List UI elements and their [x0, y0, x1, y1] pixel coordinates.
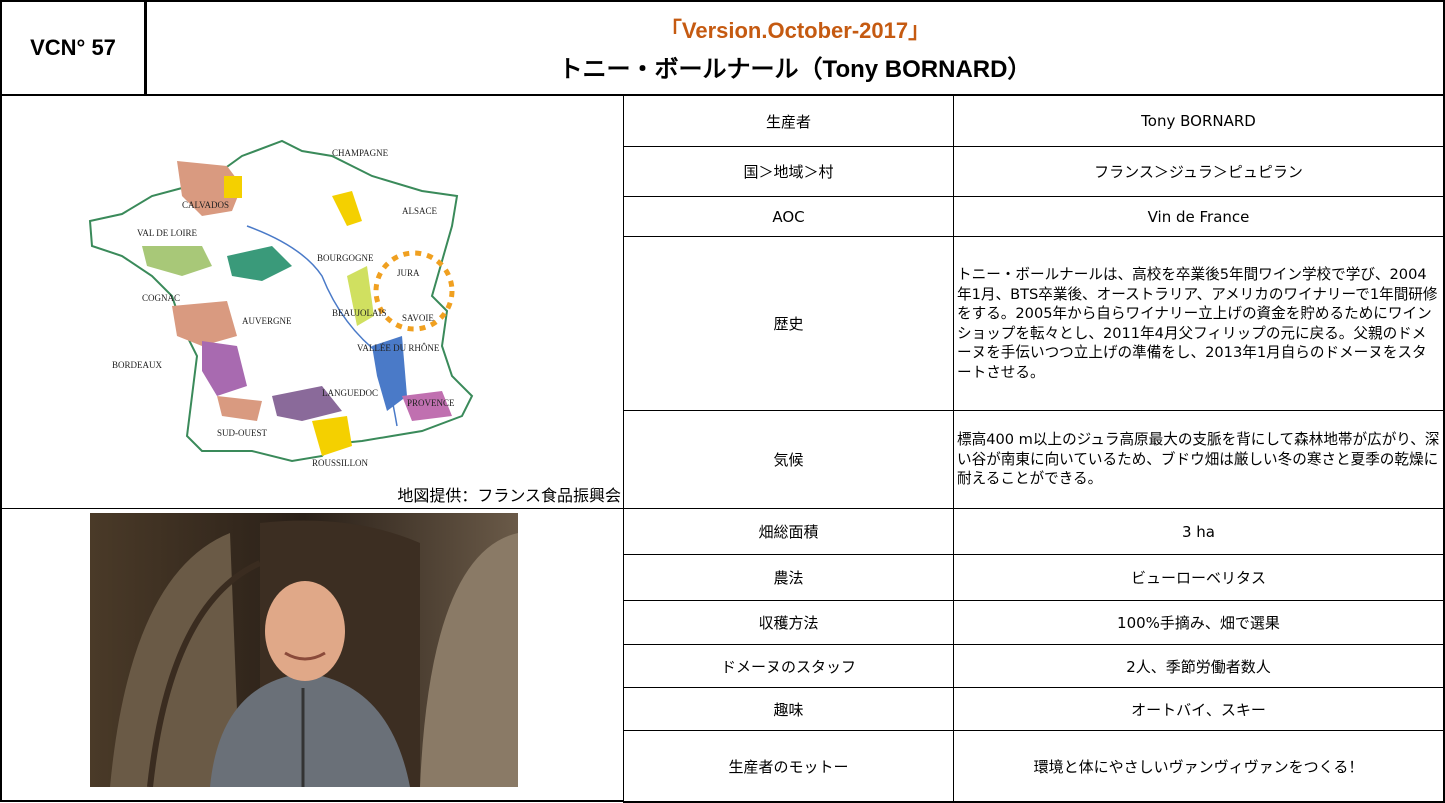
- map-label: AUVERGNE: [242, 316, 292, 326]
- value-cell: 標高400 m以上のジュラ高原最大の支脈を背にして森林地帯が広がり、深い谷が南東…: [953, 410, 1445, 509]
- map-label: CHAMPAGNE: [332, 148, 389, 158]
- region: [347, 266, 374, 326]
- map-cell: CHAMPAGNE CALVADOS ALSACE VAL DE LOIRE BOURG…: [0, 95, 624, 509]
- region: [332, 191, 362, 226]
- barrel-stave: [147, 560, 262, 787]
- map-label: SUD-OUEST: [217, 428, 268, 438]
- photo: [90, 513, 518, 787]
- label-cell: 農法: [623, 554, 954, 601]
- code: VCN° 57: [30, 35, 116, 60]
- label-cell: AOC: [623, 196, 954, 237]
- barrel: [420, 533, 518, 787]
- map-label: COGNAC: [142, 293, 180, 303]
- label: 歴史: [773, 315, 804, 333]
- label: 国＞地域＞村: [743, 163, 834, 181]
- region: [312, 416, 352, 456]
- value-cell: トニー・ボールナールは、高校を卒業後5年間ワイン学校で学び、2004年1月、BT…: [953, 236, 1445, 411]
- barrel: [110, 533, 240, 787]
- map-labels: CHAMPAGNE CALVADOS ALSACE VAL DE LOIRE BOURG…: [112, 148, 455, 468]
- map-label: ALSACE: [402, 206, 438, 216]
- region: [202, 341, 247, 396]
- label: 気候: [773, 451, 804, 469]
- label: 生産者のモットー: [728, 757, 849, 776]
- label-cell: 畑総面積: [623, 508, 954, 555]
- highlight-circle: [373, 250, 455, 332]
- value-cell: ビューローベリタス: [953, 554, 1445, 601]
- map-label: BEAUJOLAIS: [332, 308, 387, 318]
- label-cell: 趣味: [623, 687, 954, 731]
- label: 農法: [773, 569, 804, 587]
- code-cell: VCN° 57: [0, 0, 146, 96]
- france-outline: [88, 139, 474, 463]
- value: 2人、季節労働者数人: [1126, 657, 1271, 676]
- map-label: BOURGOGNE: [317, 253, 374, 263]
- map-label: PROVENCE: [407, 398, 455, 408]
- region: [402, 391, 452, 421]
- label-cell: 生産者: [623, 95, 954, 147]
- value: Vin de France: [1147, 207, 1250, 226]
- photo-cell: [0, 508, 624, 802]
- value-cell: フランス＞ジュラ＞ピュピラン: [953, 146, 1445, 197]
- label-cell: 気候: [623, 410, 954, 509]
- label-cell: ドメーヌのスタッフ: [623, 644, 954, 688]
- region: [227, 246, 292, 281]
- value-cell: 環境と体にやさしいヴァンヴィヴァンをつくる！: [953, 730, 1445, 803]
- value-cell: 3 ha: [953, 508, 1445, 555]
- map-label: CALVADOS: [182, 200, 229, 210]
- region: [177, 161, 242, 216]
- jacket: [210, 673, 410, 787]
- value-cell: Vin de France: [953, 196, 1445, 237]
- face: [265, 581, 345, 681]
- region: [172, 301, 237, 346]
- value-cell: 100%手摘み、畑で選果: [953, 600, 1445, 645]
- title-cell: 「Version.October-2017」 トニー・ボールナール（Tony B…: [145, 0, 1445, 96]
- value-cell: オートバイ、スキー: [953, 687, 1445, 731]
- value: ビューローベリタス: [1130, 569, 1266, 587]
- map-label: JURA: [397, 268, 420, 278]
- value-cell: 2人、季節労働者数人: [953, 644, 1445, 688]
- version: 「Version.October-2017」: [659, 17, 931, 43]
- region: [142, 246, 212, 276]
- map: CHAMPAGNE CALVADOS ALSACE VAL DE LOIRE BOURG…: [88, 139, 474, 468]
- label: 畑総面積: [758, 523, 819, 541]
- value: 100%手摘み、畑で選果: [1117, 614, 1280, 632]
- label: 趣味: [773, 700, 804, 719]
- map-label: SAVOIE: [402, 313, 434, 323]
- value-cell: Tony BORNARD: [953, 95, 1445, 147]
- map-label: BORDEAUX: [112, 360, 163, 370]
- label: 収穫方法: [758, 614, 819, 632]
- map-label: ROUSSILLON: [312, 458, 369, 468]
- value: トニー・ボールナールは、高校を卒業後5年間ワイン学校で学び、2004年1月、BT…: [957, 266, 1438, 381]
- label-cell: 収穫方法: [623, 600, 954, 645]
- smile: [284, 651, 326, 661]
- label: AOC: [772, 207, 805, 226]
- region: [272, 386, 342, 421]
- title: トニー・ボールナール（Tony BORNARD）: [558, 55, 1032, 83]
- label-cell: 生産者のモットー: [623, 730, 954, 803]
- value: 3 ha: [1181, 522, 1215, 541]
- value: Tony BORNARD: [1141, 112, 1256, 130]
- map-label: LANGUEDOC: [322, 388, 378, 398]
- map-label: VALLÉE DU RHÔNE: [357, 343, 440, 353]
- value: フランス＞ジュラ＞ピュピラン: [1094, 163, 1303, 181]
- map-caption: 地図提供：フランス食品振興会: [397, 486, 621, 505]
- region: [217, 396, 262, 421]
- region: [224, 176, 242, 198]
- label: 生産者: [765, 112, 811, 131]
- river: [246, 225, 398, 427]
- value: オートバイ、スキー: [1131, 700, 1266, 719]
- value: 標高400 m以上のジュラ高原最大の支脈を背にして森林地帯が広がり、深い谷が南東…: [957, 431, 1440, 488]
- value: 環境と体にやさしいヴァンヴィヴァンをつくる！: [1033, 757, 1364, 776]
- label-cell: 国＞地域＞村: [623, 146, 954, 197]
- label: ドメーヌのスタッフ: [720, 657, 856, 676]
- label-cell: 歴史: [623, 236, 954, 411]
- map-label: VAL DE LOIRE: [137, 228, 197, 238]
